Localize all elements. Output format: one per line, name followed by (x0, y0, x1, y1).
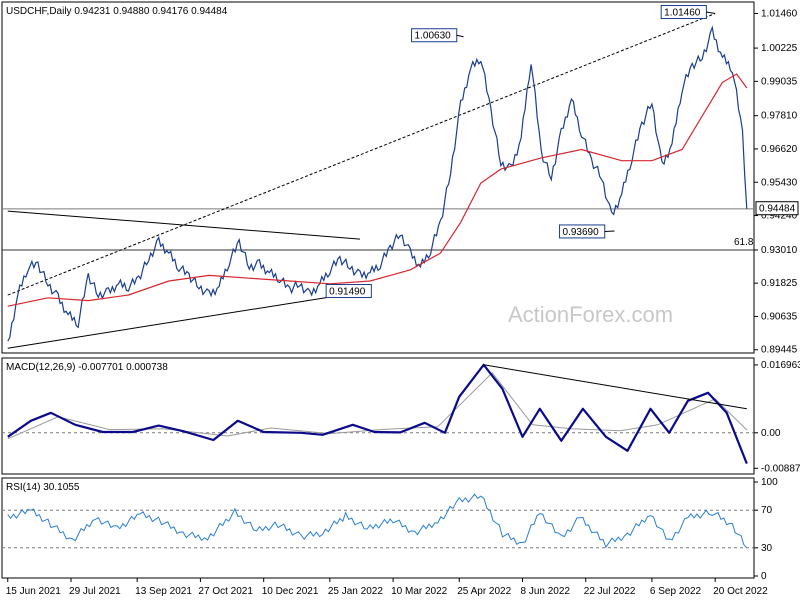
dotted-trendline (7, 13, 716, 296)
price-lines: 61.8 (2, 13, 754, 349)
rsi-y-axis: 100 70 30 0 (2, 477, 778, 582)
x-tick-label: 15 Jun 2021 (6, 586, 61, 597)
macd-panel-frame (1, 357, 755, 475)
price-y-tick-label: 0.94240 (761, 211, 798, 222)
x-tick-label: 10 Mar 2022 (391, 586, 448, 597)
pivot-label-high-oct-leader (706, 11, 716, 15)
pivot-label-low-jan-box (325, 284, 372, 299)
x-tick-label: 22 Jul 2022 (584, 586, 636, 597)
macd-header: MACD(12,26,9) -0.007701 0.000738 (6, 362, 168, 373)
price-panel: USDCHF,Daily 0.94231 0.94880 0.94176 0.9… (1, 1, 799, 356)
price-y-tick-label: 0.90635 (761, 311, 798, 322)
price-y-tick-label: 0.89445 (761, 345, 798, 356)
rsi-header: RSI(14) 30.1055 (6, 482, 80, 493)
x-tick-label: 29 Jul 2021 (69, 586, 121, 597)
moving-average-series (7, 73, 748, 307)
macd-y-tick-label: 0.016963 (761, 360, 800, 371)
rsi-y-tick-label: 70 (761, 505, 773, 516)
rsi-series-group (7, 493, 748, 549)
macd-panel: MACD(12,26,9) -0.007701 0.000738 0.01696… (1, 357, 800, 475)
last-price-box (755, 201, 799, 216)
x-tick-label: 8 Jun 2022 (521, 586, 571, 597)
pivot-label-high-apr-box (411, 28, 458, 43)
x-tick-label: 27 Oct 2021 (198, 586, 253, 597)
pivot-label-high-apr-leader (456, 34, 464, 38)
pivot-label-low-aug: 0.93690 (563, 227, 600, 238)
x-tick-label: 20 Oct 2022 (713, 586, 768, 597)
macd-trendline (483, 364, 747, 410)
x-tick-label: 25 Jan 2022 (328, 586, 383, 597)
price-header: USDCHF,Daily 0.94231 0.94880 0.94176 0.9… (6, 6, 228, 17)
last-price-label: 0.94484 (759, 204, 796, 215)
price-y-tick-label: 0.91825 (761, 278, 798, 289)
x-tick-label: 10 Dec 2021 (262, 586, 319, 597)
fib-61-8-label: 61.8 (734, 237, 754, 248)
rsi-series (7, 493, 748, 549)
triangle-trendline (7, 291, 361, 349)
pivot-label-low-jan: 0.91490 (329, 287, 366, 298)
price-y-tick-label: 0.99035 (761, 76, 798, 87)
x-axis: 15 Jun 2021 29 Jul 2021 13 Sep 2021 27 Oct … (6, 578, 768, 597)
price-series-group (7, 25, 748, 342)
rsi-panel: RSI(14) 30.1055 100 70 30 0 (1, 477, 778, 582)
price-y-tick-label: 0.93010 (761, 245, 798, 256)
watermark: ActionForex.com (508, 302, 673, 327)
price-y-tick-label: 0.96620 (761, 144, 798, 155)
price-labels: 1.00630 1.01460 0.93690 0.91490 0.94484 (325, 5, 799, 299)
x-tick-label: 6 Sep 2022 (650, 586, 702, 597)
price-y-tick-label: 0.95430 (761, 177, 798, 188)
rsi-panel-frame (1, 477, 755, 579)
macd-y-axis: 0.016963 0.00 -0.008875 (754, 360, 800, 474)
price-y-tick-label: 1.01460 (761, 9, 798, 20)
triangle-trendline (7, 210, 361, 240)
macd-series-group (2, 363, 754, 465)
rsi-y-tick-label: 100 (761, 477, 778, 488)
x-tick-label: 13 Sep 2021 (135, 586, 192, 597)
macd-y-tick-label: -0.008875 (761, 463, 800, 474)
price-y-axis: 1.01460 1.00225 0.99035 0.97810 0.96620 0.954… (754, 9, 798, 356)
price-panel-frame (1, 1, 755, 354)
pivot-label-high-oct: 1.01460 (664, 8, 701, 19)
macd-main-series (7, 363, 748, 465)
price-y-tick-label: 0.97810 (761, 111, 798, 122)
x-tick-label: 25 Apr 2022 (457, 586, 511, 597)
rsi-y-tick-label: 0 (761, 571, 767, 582)
pivot-label-high-apr: 1.00630 (415, 31, 452, 42)
macd-y-tick-label: 0.00 (761, 428, 781, 439)
price-y-tick-label: 1.00225 (761, 43, 798, 54)
price-ohlc-series (7, 25, 748, 342)
rsi-y-tick-label: 30 (761, 543, 773, 554)
pivot-label-low-aug-leader (604, 230, 615, 232)
